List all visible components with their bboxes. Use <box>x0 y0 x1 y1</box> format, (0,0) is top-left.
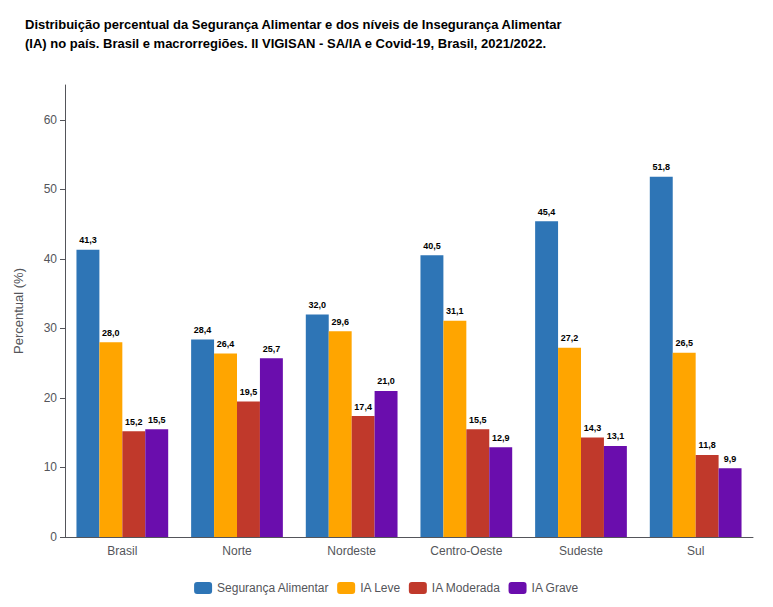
svg-text:Nordeste: Nordeste <box>327 544 376 558</box>
svg-text:Brasil: Brasil <box>107 544 137 558</box>
svg-text:Distribuição percentual da Seg: Distribuição percentual da Segurança Ali… <box>25 17 562 32</box>
svg-text:13,1: 13,1 <box>607 431 625 441</box>
svg-text:15,2: 15,2 <box>125 417 143 427</box>
svg-text:14,3: 14,3 <box>584 423 602 433</box>
svg-text:(IA) no país. Brasil e macrorr: (IA) no país. Brasil e macrorregiões. II… <box>25 36 546 51</box>
svg-text:26,5: 26,5 <box>675 338 693 348</box>
svg-text:Centro-Oeste: Centro-Oeste <box>430 544 502 558</box>
svg-text:Percentual (%): Percentual (%) <box>11 268 26 354</box>
svg-text:27,2: 27,2 <box>561 333 579 343</box>
svg-text:Sudeste: Sudeste <box>559 544 603 558</box>
svg-text:32,0: 32,0 <box>309 300 327 310</box>
svg-text:21,0: 21,0 <box>377 376 395 386</box>
svg-text:45,4: 45,4 <box>538 207 556 217</box>
svg-text:28,0: 28,0 <box>102 328 120 338</box>
svg-text:Norte: Norte <box>222 544 252 558</box>
svg-text:0: 0 <box>50 530 57 544</box>
svg-text:15,5: 15,5 <box>148 415 166 425</box>
svg-text:15,5: 15,5 <box>469 415 487 425</box>
svg-text:41,3: 41,3 <box>79 235 97 245</box>
svg-text:25,7: 25,7 <box>263 344 281 354</box>
svg-text:31,1: 31,1 <box>446 306 464 316</box>
svg-text:Segurança Alimentar: Segurança Alimentar <box>217 581 328 595</box>
svg-text:IA Leve: IA Leve <box>360 581 400 595</box>
svg-text:60: 60 <box>44 113 58 127</box>
svg-text:40: 40 <box>44 252 58 266</box>
svg-text:51,8: 51,8 <box>653 162 671 172</box>
svg-text:20: 20 <box>44 391 58 405</box>
svg-text:IA Moderada: IA Moderada <box>432 581 500 595</box>
svg-text:10: 10 <box>44 460 58 474</box>
svg-text:17,4: 17,4 <box>354 402 372 412</box>
svg-text:26,4: 26,4 <box>217 339 235 349</box>
svg-text:11,8: 11,8 <box>699 440 716 450</box>
svg-text:40,5: 40,5 <box>423 241 441 251</box>
svg-text:Sul: Sul <box>687 544 704 558</box>
svg-text:30: 30 <box>44 321 58 335</box>
svg-text:9,9: 9,9 <box>724 454 737 464</box>
svg-text:12,9: 12,9 <box>492 433 510 443</box>
svg-text:50: 50 <box>44 182 58 196</box>
svg-text:29,6: 29,6 <box>331 317 349 327</box>
svg-text:IA Grave: IA Grave <box>532 581 579 595</box>
svg-text:19,5: 19,5 <box>240 387 258 397</box>
svg-text:28,4: 28,4 <box>194 325 212 335</box>
